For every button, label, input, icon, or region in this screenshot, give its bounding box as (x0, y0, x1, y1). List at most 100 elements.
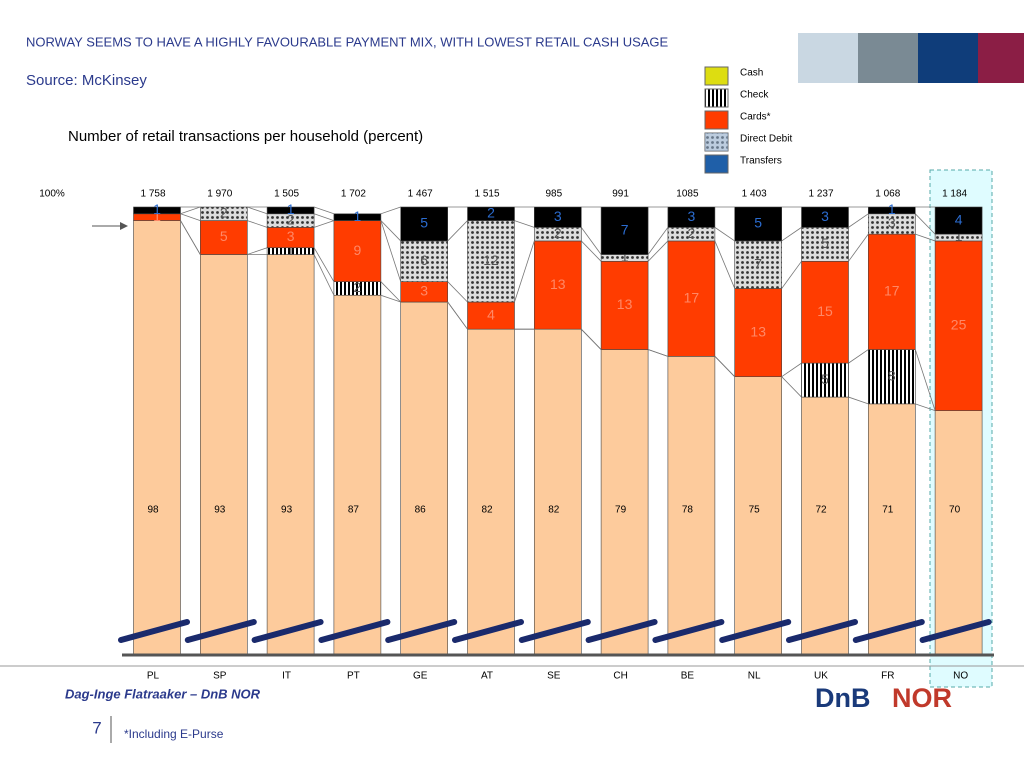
bar-segment (600, 206, 649, 255)
total-label: 1 467 (408, 189, 433, 200)
bar-segment (867, 233, 916, 350)
value-label: 17 (884, 283, 900, 299)
value-label: 1 (287, 242, 295, 258)
value-label: 1 (287, 201, 295, 217)
value-label: 98 (147, 505, 159, 516)
value-label: 9 (354, 242, 362, 258)
value-label: 2 (220, 204, 228, 220)
value-label: 5 (821, 235, 829, 251)
bar-segment (533, 328, 582, 656)
legend-label: Cards* (740, 112, 771, 123)
legend-swatch (704, 154, 729, 174)
connector (247, 247, 268, 255)
value-label: 2 (554, 225, 562, 241)
bar-segment (200, 254, 248, 656)
bar-segment (200, 206, 248, 221)
axis-break (251, 619, 324, 643)
value-label: 13 (750, 323, 766, 339)
axis-break (518, 619, 591, 643)
legend-label: Transfers (740, 156, 782, 167)
axis-break (585, 619, 658, 643)
connector (447, 281, 468, 303)
value-label: 3 (688, 208, 696, 224)
connector (180, 206, 201, 215)
slide-title: NORWAY SEEMS TO HAVE A HIGHLY FAVOURABLE… (26, 34, 669, 49)
value-label: 5 (754, 215, 762, 231)
axis-break (118, 619, 190, 643)
connector (647, 227, 669, 255)
bar-segment (533, 206, 582, 228)
connector (581, 240, 602, 262)
connector (781, 376, 802, 398)
bar-segment (400, 240, 449, 282)
legend-swatch-tint (705, 133, 728, 151)
footnote: *Including E-Purse (124, 727, 224, 741)
value-label: 2 (688, 225, 696, 241)
x-tick-label: NO (953, 671, 968, 682)
total-label: 991 (612, 189, 629, 200)
legend-swatch (704, 88, 729, 108)
x-tick-label: CH (613, 671, 627, 682)
legend-label: Direct Debit (740, 134, 792, 145)
bar-segment (667, 240, 716, 357)
total-label: 985 (545, 189, 562, 200)
bar-segment (734, 206, 783, 242)
chart-title: Number of retail transactions per househ… (68, 128, 423, 145)
value-label: 4 (955, 211, 963, 227)
value-label: 1 (354, 208, 362, 224)
x-tick-label: GE (413, 671, 428, 682)
connector (848, 349, 869, 364)
connector (514, 240, 535, 303)
value-label: 3 (888, 215, 896, 231)
connector (781, 227, 802, 242)
connector (313, 213, 335, 221)
connector (313, 247, 335, 282)
bar-segment (133, 220, 181, 656)
value-label: 93 (281, 505, 293, 516)
value-label: 1 (888, 201, 896, 217)
value-label: 3 (287, 228, 295, 244)
connector (915, 403, 936, 412)
bar-segment (467, 220, 515, 303)
connector (714, 356, 735, 377)
bar-segment (266, 206, 315, 215)
axis-break (786, 619, 858, 643)
value-label: 2 (287, 211, 295, 227)
value-label: 15 (817, 303, 833, 319)
total-label: 1 702 (341, 189, 366, 200)
x-tick-label: PT (347, 671, 360, 682)
total-label: 1 237 (808, 189, 833, 200)
bar-segment (600, 349, 649, 656)
value-label: 3 (821, 208, 829, 224)
bar-segment (934, 206, 983, 235)
x-tick-label: UK (814, 671, 828, 682)
x-tick-label: SE (547, 671, 561, 682)
axis-break (452, 619, 524, 643)
connector (247, 220, 268, 228)
total-label: 1 505 (274, 189, 299, 200)
axis-break (719, 619, 792, 643)
bar-segment (734, 376, 783, 656)
connector (781, 362, 802, 378)
bar-segment (200, 220, 248, 255)
value-label: 12 (483, 252, 499, 268)
bar-segment (266, 254, 315, 656)
connector (380, 220, 401, 242)
value-label: 6 (420, 252, 428, 268)
connector (380, 220, 402, 282)
value-label: 2 (354, 279, 362, 295)
connector (848, 233, 869, 262)
bar-segment (333, 220, 382, 282)
value-label: 1 (153, 208, 161, 224)
connector (781, 261, 802, 289)
value-label: 79 (615, 505, 627, 516)
x-tick-label: SP (213, 671, 227, 682)
value-label: 7 (621, 221, 629, 237)
x-tick-label: FR (881, 671, 894, 682)
value-label: 3 (554, 208, 562, 224)
value-label: 8 (888, 367, 896, 383)
axis-break (852, 619, 925, 643)
connector (580, 227, 602, 255)
bar-segment (867, 349, 916, 405)
